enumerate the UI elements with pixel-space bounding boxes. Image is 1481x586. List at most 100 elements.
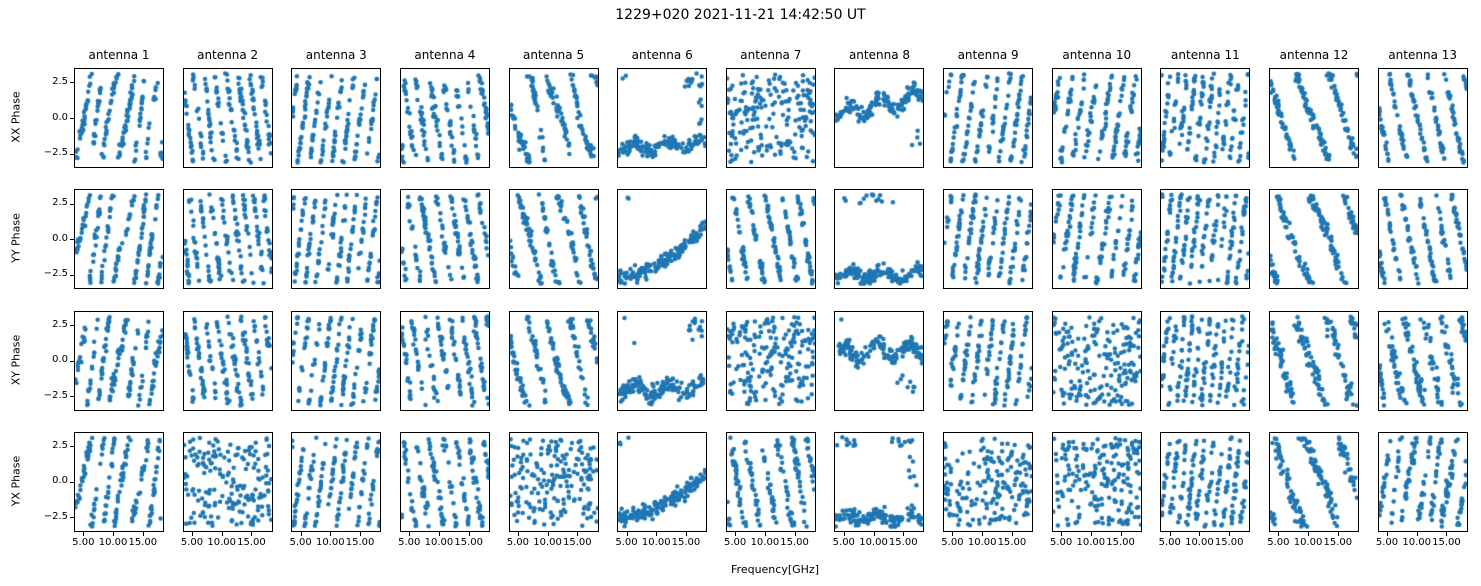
y-tick-mark xyxy=(70,396,74,398)
scatter-panel-yy-antenna-3 xyxy=(291,189,382,290)
scatter-panel-xx-antenna-13 xyxy=(1377,68,1468,168)
scatter-panel-xx-antenna-9 xyxy=(943,68,1034,168)
subplot-title-antenna-1: antenna 1 xyxy=(88,48,150,62)
x-tick-label: 5.00 xyxy=(1049,537,1073,548)
scatter-panel-xy-antenna-13 xyxy=(1377,310,1468,411)
scatter-panel-yy-antenna-2 xyxy=(182,189,273,290)
x-tick-label: 5.00 xyxy=(398,537,421,548)
scatter-panel-yx-antenna-6 xyxy=(617,431,708,532)
x-tick-label: 15.00 xyxy=(237,537,266,548)
x-tick-mark xyxy=(735,531,737,536)
scatter-panel-xy-antenna-11 xyxy=(1160,310,1251,411)
scatter-panel-yy-antenna-5 xyxy=(508,189,599,290)
y-tick-mark xyxy=(70,360,74,362)
scatter-panel-xy-antenna-3 xyxy=(291,310,382,411)
x-tick-label: 15.00 xyxy=(780,537,809,548)
x-tick-label: 15.00 xyxy=(1214,537,1244,548)
x-tick-mark xyxy=(1199,531,1201,536)
figure-title: 1229+020 2021-11-21 14:42:50 UT xyxy=(615,7,866,23)
scatter-panel-yx-antenna-8 xyxy=(834,431,925,532)
x-tick-label: 10.00 xyxy=(750,537,780,548)
x-tick-label: 10.00 xyxy=(641,537,671,548)
x-tick-mark xyxy=(468,531,470,536)
subplot-title-antenna-9: antenna 9 xyxy=(957,48,1019,62)
x-tick-mark xyxy=(1061,531,1063,536)
scatter-panel-xy-antenna-7 xyxy=(725,310,816,411)
scatter-panel-xx-antenna-1 xyxy=(74,68,164,168)
y-tick-mark xyxy=(70,274,74,276)
y-tick-label: 0.0 xyxy=(52,475,68,487)
subplot-title-antenna-11: antenna 11 xyxy=(1171,48,1240,62)
subplot-title-antenna-4: antenna 4 xyxy=(414,48,476,62)
x-tick-mark xyxy=(438,531,440,536)
y-axis-label-yx: YX Phase xyxy=(9,455,23,507)
x-tick-label: 15.00 xyxy=(345,537,375,548)
scatter-panel-yy-antenna-7 xyxy=(725,189,816,290)
scatter-panel-xx-antenna-10 xyxy=(1051,68,1142,168)
x-tick-mark xyxy=(1416,531,1418,536)
y-tick-mark xyxy=(70,82,74,84)
x-tick-label: 15.00 xyxy=(1432,537,1461,548)
x-tick-label: 15.00 xyxy=(888,537,918,548)
x-tick-label: 5.00 xyxy=(832,537,855,548)
scatter-panel-yy-antenna-6 xyxy=(617,189,708,290)
scatter-panel-yy-antenna-10 xyxy=(1051,189,1142,290)
x-tick-label: 5.00 xyxy=(1375,537,1399,548)
y-tick-mark xyxy=(70,517,74,519)
x-tick-mark xyxy=(626,531,628,536)
scatter-panel-xy-antenna-5 xyxy=(508,310,599,411)
x-tick-label: 15.00 xyxy=(454,537,484,548)
scatter-panel-yx-antenna-3 xyxy=(291,431,382,532)
scatter-panel-xx-antenna-7 xyxy=(725,68,816,168)
scatter-panel-xx-antenna-12 xyxy=(1269,68,1360,168)
scatter-panel-xy-antenna-9 xyxy=(943,310,1034,411)
x-tick-mark xyxy=(1090,531,1092,536)
x-tick-mark xyxy=(1011,531,1013,536)
y-tick-mark xyxy=(70,325,74,327)
x-tick-mark xyxy=(191,531,193,536)
scatter-panel-yy-antenna-13 xyxy=(1377,189,1468,290)
subplot-title-antenna-5: antenna 5 xyxy=(523,48,585,62)
y-tick-label: −2.5 xyxy=(43,510,68,522)
x-tick-mark xyxy=(952,531,954,536)
subplot-title-antenna-3: antenna 3 xyxy=(305,48,367,62)
scatter-panel-yx-antenna-13 xyxy=(1377,431,1468,532)
y-axis-label-xy: XY Phase xyxy=(9,334,23,385)
scatter-panel-yx-antenna-10 xyxy=(1051,431,1142,532)
x-tick-label: 5.00 xyxy=(1158,537,1181,548)
x-tick-mark xyxy=(873,531,875,536)
x-tick-mark xyxy=(251,531,253,536)
y-tick-label: 0.0 xyxy=(52,354,68,366)
x-tick-label: 10.00 xyxy=(967,537,997,548)
y-tick-mark xyxy=(70,153,74,155)
x-tick-mark xyxy=(794,531,796,536)
scatter-panel-xy-antenna-2 xyxy=(182,310,273,411)
x-tick-label: 10.00 xyxy=(859,537,888,548)
x-tick-mark xyxy=(547,531,549,536)
scatter-panel-yy-antenna-1 xyxy=(74,189,164,290)
x-tick-label: 10.00 xyxy=(207,537,236,548)
y-tick-label: −2.5 xyxy=(43,147,68,158)
x-tick-mark xyxy=(1120,531,1122,536)
subplot-title-antenna-8: antenna 8 xyxy=(848,48,910,62)
x-tick-label: 10.00 xyxy=(533,537,562,548)
x-tick-label: 5.00 xyxy=(72,537,95,548)
x-tick-mark xyxy=(1169,531,1171,536)
x-tick-label: 5.00 xyxy=(724,537,747,548)
x-tick-mark xyxy=(843,531,845,536)
scatter-panel-yx-antenna-4 xyxy=(399,431,490,532)
x-tick-label: 5.00 xyxy=(941,537,964,548)
y-tick-label: 2.5 xyxy=(52,439,68,451)
scatter-panel-xx-antenna-11 xyxy=(1160,68,1251,168)
scatter-panel-xx-antenna-5 xyxy=(508,68,599,168)
x-tick-label: 5.00 xyxy=(180,537,204,548)
x-tick-label: 10.00 xyxy=(316,537,345,548)
scatter-panel-xy-antenna-4 xyxy=(399,310,490,411)
scatter-panel-yy-antenna-9 xyxy=(943,189,1034,290)
subplot-title-antenna-12: antenna 12 xyxy=(1279,48,1349,62)
scatter-panel-yx-antenna-11 xyxy=(1160,431,1251,532)
y-tick-label: 0.0 xyxy=(52,111,68,123)
y-tick-mark xyxy=(70,481,74,483)
x-tick-label: 15.00 xyxy=(563,537,592,548)
x-tick-label: 15.00 xyxy=(1323,537,1353,548)
